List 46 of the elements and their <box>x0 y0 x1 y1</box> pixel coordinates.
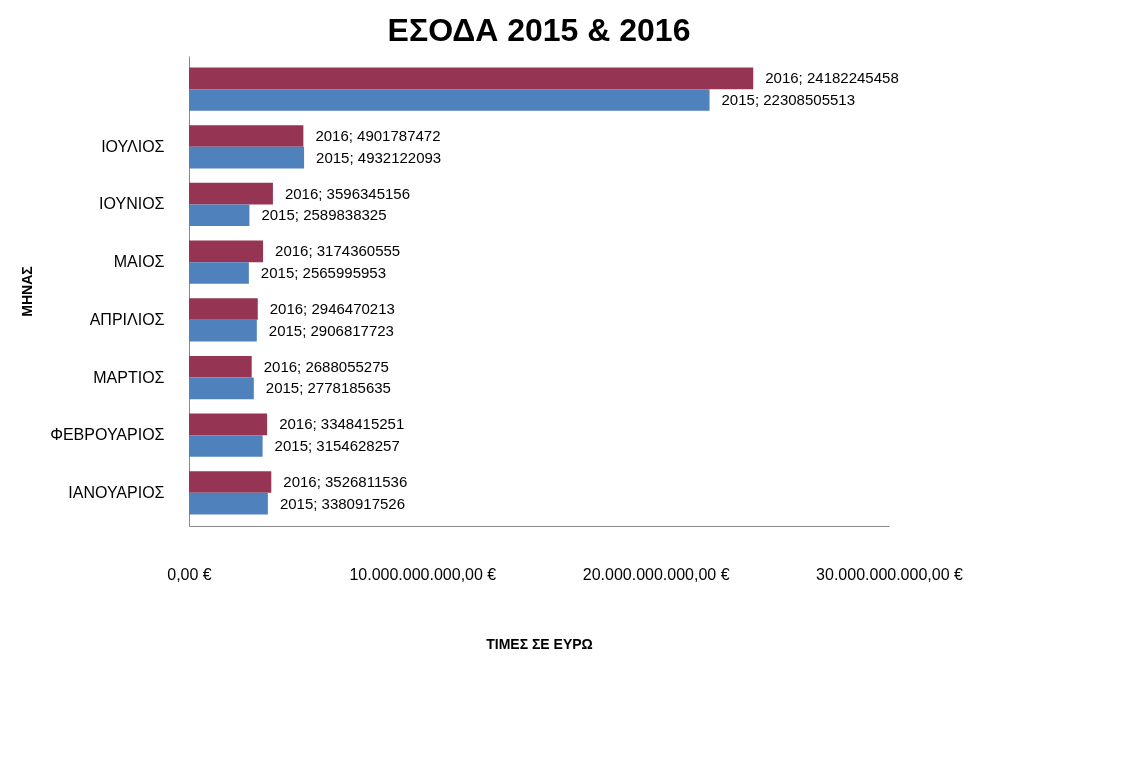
data-label: 2015; 22308505513 <box>721 90 856 108</box>
y-tick-label: ΙΟΥΝΙΟΣ <box>99 195 165 213</box>
y-tick-label: ΑΠΡΙΛΙΟΣ <box>89 310 165 328</box>
y-tick-label: ΙΟΥΛΙΟΣ <box>101 137 165 155</box>
bar <box>189 319 257 342</box>
x-tick-label: 10.000.000.000,00 € <box>349 565 497 583</box>
bar <box>189 471 272 493</box>
bar <box>189 413 268 436</box>
data-label: 2016; 3596345156 <box>284 184 411 202</box>
bar <box>189 182 273 205</box>
x-tick-label: 30.000.000.000,00 € <box>816 565 963 583</box>
data-label: 2015; 2589838325 <box>261 206 387 224</box>
data-label: 2015; 2778185635 <box>265 379 391 397</box>
x-axis-title: ΤΙΜΕΣ ΣΕ ΕΥΡΩ <box>486 635 593 652</box>
bar <box>189 204 250 227</box>
bar <box>189 67 754 90</box>
data-label: 2016; 3174360555 <box>275 242 401 260</box>
data-label: 2016; 4901787472 <box>315 127 441 145</box>
bar <box>189 146 305 169</box>
data-label: 2015; 2906817723 <box>268 321 394 339</box>
data-label: 2016; 3348415251 <box>279 415 405 433</box>
bar <box>189 262 249 284</box>
bar <box>189 240 264 263</box>
chart-title: ΕΣΟΔΑ 2015 & 2016 <box>387 12 691 48</box>
data-label: 2016; 2946470213 <box>269 300 395 318</box>
data-label: 2015; 2565995953 <box>260 263 387 281</box>
data-label: 2016; 2688055275 <box>263 357 389 375</box>
x-tick-label: 0,00 € <box>167 565 212 583</box>
bar <box>189 298 258 320</box>
bar <box>189 89 710 111</box>
bar <box>189 355 252 378</box>
y-tick-label: ΦΕΒΡΟΥΑΡΙΟΣ <box>50 426 165 444</box>
data-label: 2015; 4932122093 <box>316 148 442 166</box>
x-tick-label: 20.000.000.000,00 € <box>582 565 730 583</box>
bar <box>189 125 304 147</box>
bar <box>189 435 263 457</box>
y-axis-title: ΜΗΝΑΣ <box>19 266 36 317</box>
bar <box>189 377 254 400</box>
data-label: 2016; 3526811536 <box>283 473 408 491</box>
y-tick-label: ΜΑΡΤΙΟΣ <box>93 368 165 386</box>
data-label: 2015; 3380917526 <box>279 494 406 512</box>
data-label: 2016; 24182245458 <box>765 69 899 87</box>
bar <box>189 492 268 515</box>
data-label: 2015; 3154628257 <box>274 436 400 454</box>
y-tick-label: ΙΑΝΟΥΑΡΙΟΣ <box>68 483 165 501</box>
y-tick-label: ΜΑΙΟΣ <box>113 253 165 271</box>
